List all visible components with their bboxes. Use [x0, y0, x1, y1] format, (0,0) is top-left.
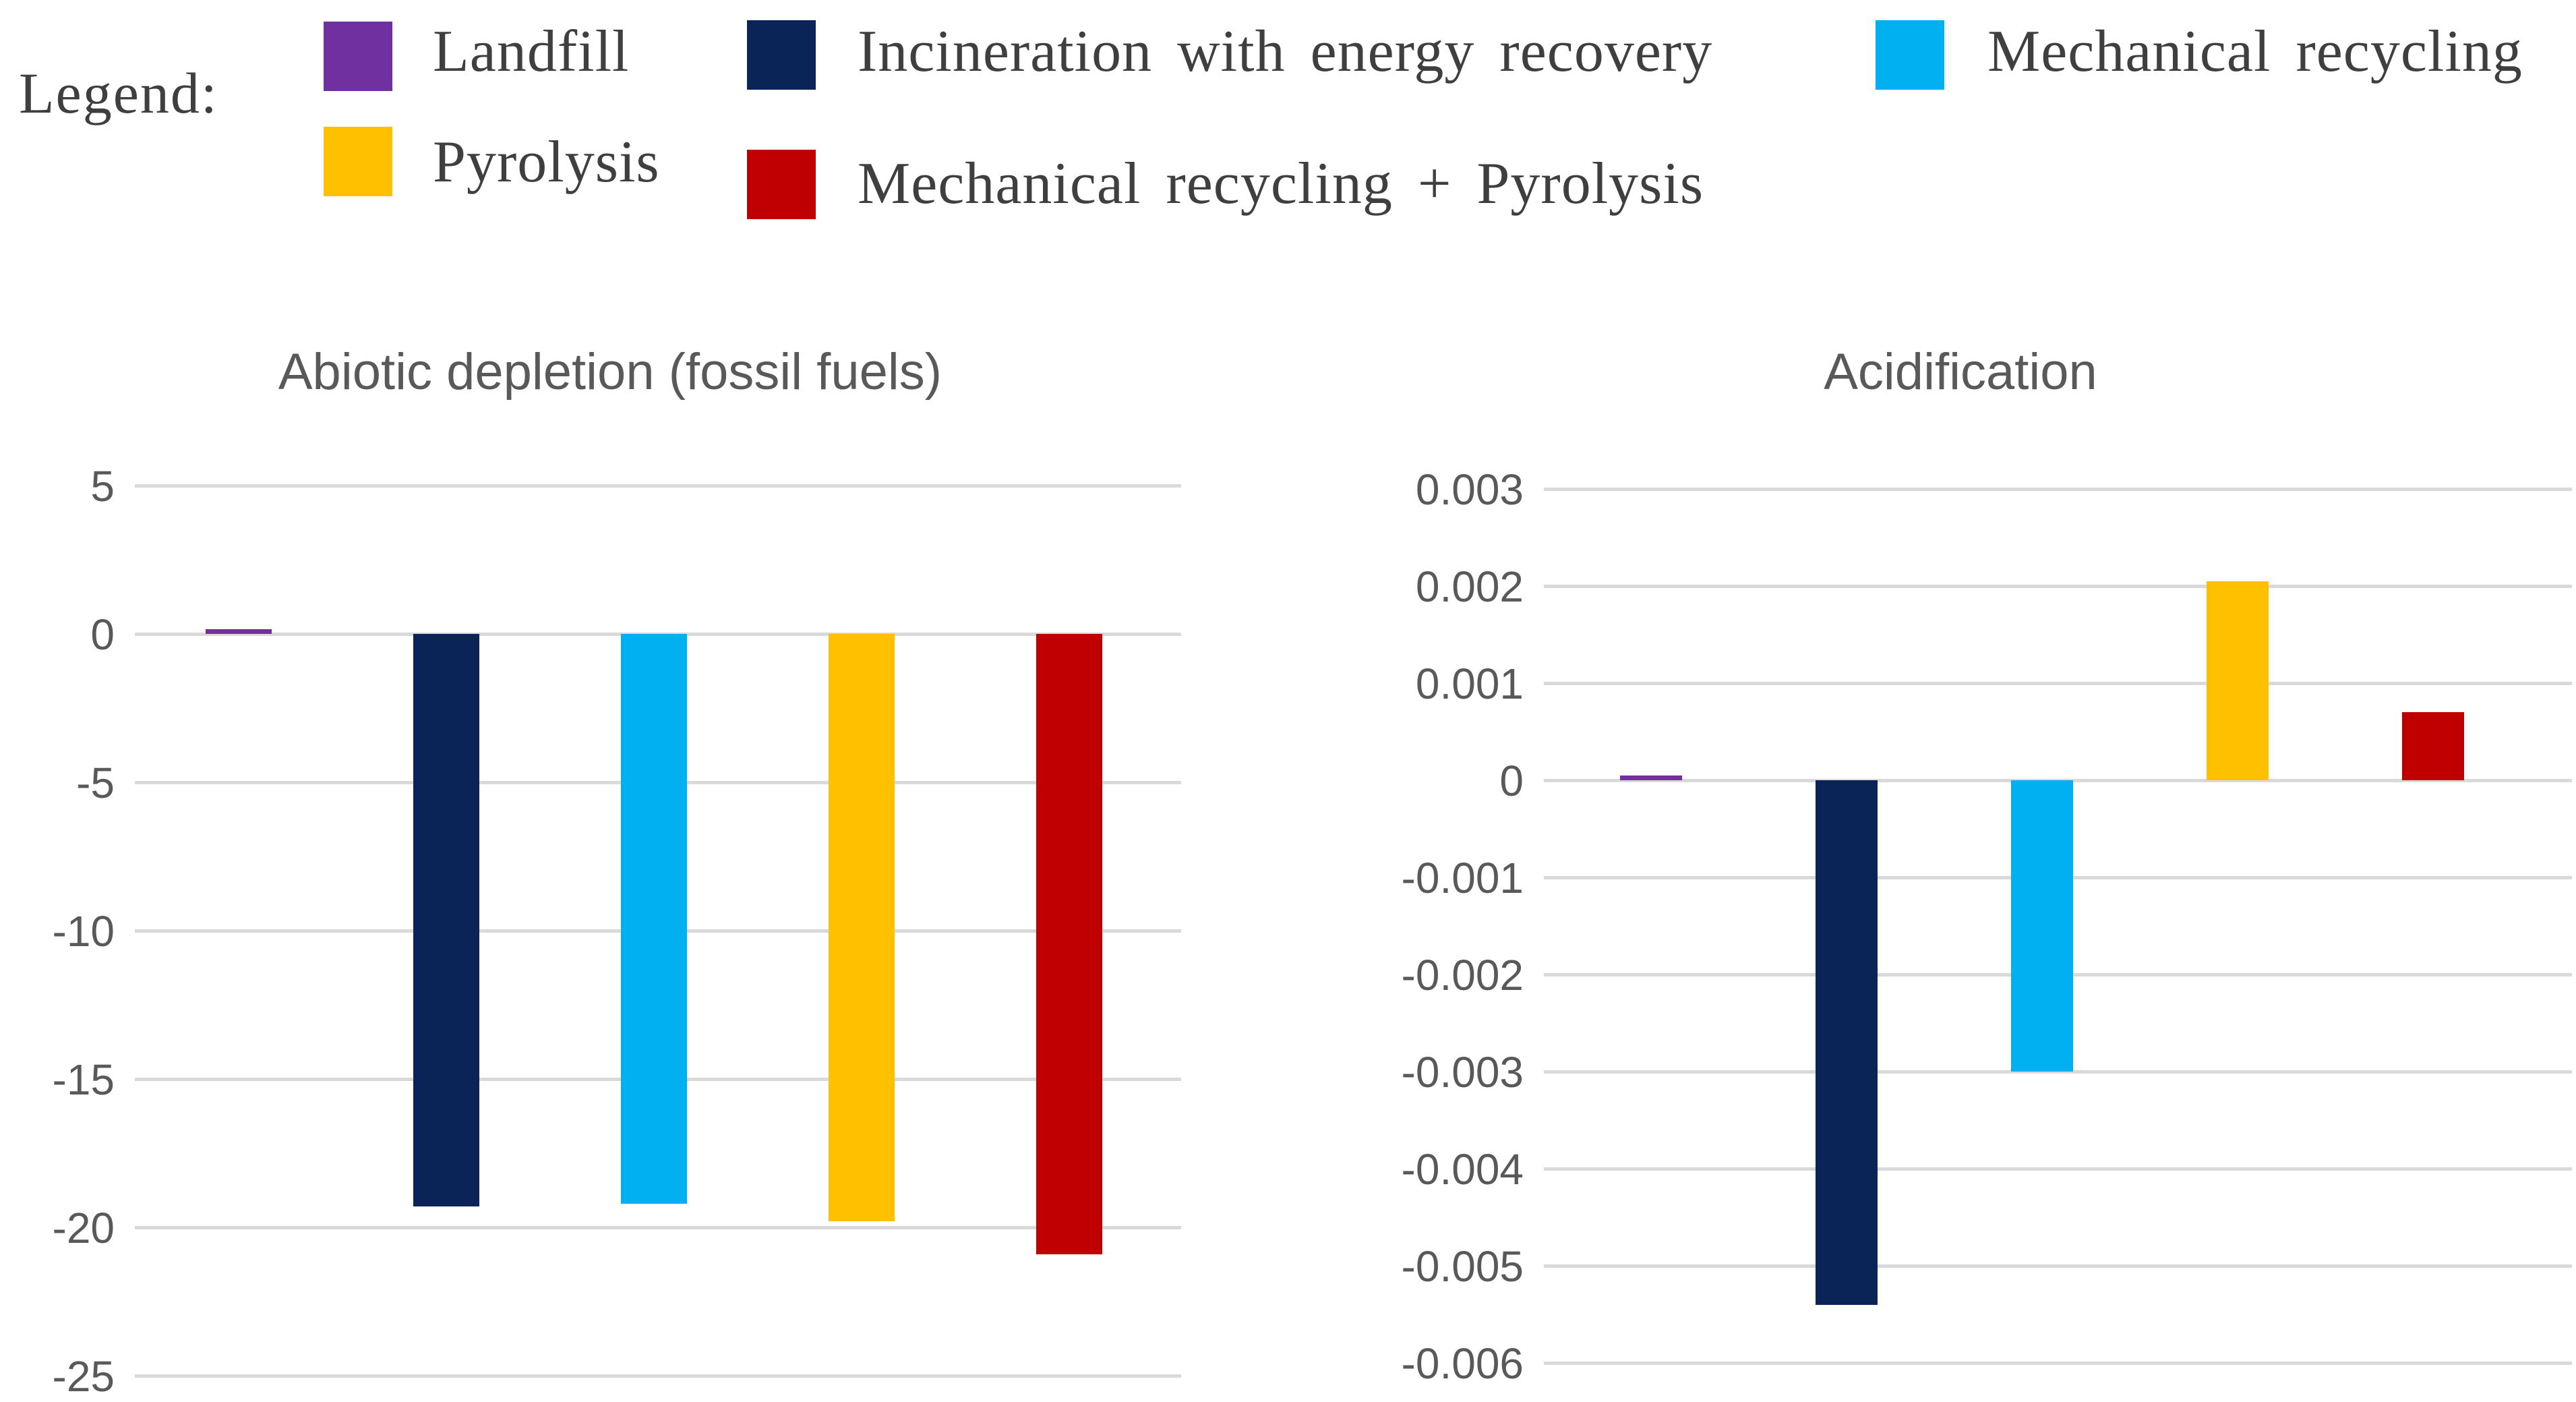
gridline-0-002: [1544, 585, 2572, 588]
y-tick-label-10: -10: [52, 907, 115, 956]
y-tick-label-0-004: -0.004: [1401, 1145, 1524, 1194]
legend-label-incineration: Incineration with energy recovery: [858, 19, 1713, 84]
bar-landfill: [206, 629, 272, 634]
y-tick-label-5: 5: [90, 462, 115, 510]
legend-label-mechanical-recycling: Mechanical recycling: [1987, 19, 2523, 84]
y-tick-label-0-005: -0.005: [1401, 1242, 1524, 1291]
gridline-5: [135, 484, 1181, 488]
gridline-0-003: [1544, 488, 2572, 491]
bar-mechanical-recycling-pyrolysis: [1036, 634, 1102, 1254]
legend-swatch-landfill: [324, 22, 392, 91]
legend-label-pyrolysis: Pyrolysis: [433, 129, 660, 195]
gridline-0-004: [1544, 1167, 2572, 1171]
gridline-25: [135, 1374, 1181, 1378]
legend-label-landfill: Landfill: [433, 19, 630, 84]
gridline-0-006: [1544, 1362, 2572, 1365]
y-tick-label-0: 0: [90, 610, 115, 659]
bar-landfill: [1620, 775, 1682, 780]
chart-title-abiotic-depletion: Abiotic depletion (fossil fuels): [278, 343, 942, 401]
bar-incineration-with-energy-recovery: [413, 634, 479, 1207]
gridline-20: [135, 1226, 1181, 1229]
chart-title-acidification: Acidification: [1824, 343, 2097, 401]
bar-mechanical-recycling: [2011, 780, 2073, 1072]
y-tick-label-0-003: -0.003: [1401, 1048, 1524, 1097]
y-tick-label-0: 0: [1499, 757, 1524, 805]
bar-mechanical-recycling-pyrolysis: [2402, 712, 2464, 780]
gridline-0-001: [1544, 682, 2572, 685]
y-tick-label-0-002: 0.002: [1415, 562, 1524, 611]
bar-pyrolysis: [829, 634, 895, 1222]
legend-label-mech-recycling-pyrolysis: Mechanical recycling + Pyrolysis: [858, 151, 1704, 216]
y-tick-label-20: -20: [52, 1204, 115, 1252]
y-tick-label-0-001: -0.001: [1401, 854, 1524, 902]
legend-swatch-pyrolysis: [324, 127, 392, 196]
y-tick-label-5: -5: [76, 759, 115, 807]
y-tick-label-0-002: -0.002: [1401, 951, 1524, 999]
gridline-0-003: [1544, 1070, 2572, 1074]
y-tick-label-0-003: 0.003: [1415, 465, 1524, 514]
legend-title: Legend:: [19, 61, 218, 125]
legend-swatch-mechanical-recycling: [1876, 20, 1944, 90]
legend-swatch-incineration: [747, 20, 816, 90]
bar-pyrolysis: [2207, 581, 2269, 780]
bar-mechanical-recycling: [621, 634, 687, 1204]
y-tick-label-0-006: -0.006: [1401, 1339, 1524, 1388]
gridline-0-005: [1544, 1264, 2572, 1268]
y-tick-label-25: -25: [52, 1352, 115, 1401]
bar-incineration-with-energy-recovery: [1816, 780, 1878, 1305]
y-tick-label-0-001: 0.001: [1415, 660, 1524, 708]
legend-swatch-mech-recycling-pyrolysis: [747, 150, 816, 219]
y-tick-label-15: -15: [52, 1055, 115, 1104]
